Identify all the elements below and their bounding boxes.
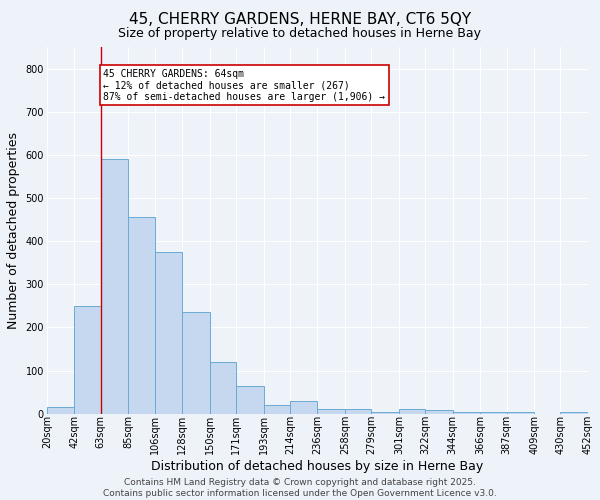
Bar — [425, 410, 453, 414]
Bar — [182, 312, 209, 414]
Text: 45, CHERRY GARDENS, HERNE BAY, CT6 5QY: 45, CHERRY GARDENS, HERNE BAY, CT6 5QY — [129, 12, 471, 28]
Bar — [155, 252, 182, 414]
Bar — [290, 401, 317, 413]
Bar — [74, 306, 101, 414]
Bar — [453, 412, 481, 414]
Bar — [236, 386, 263, 413]
Bar — [371, 412, 399, 414]
Bar — [263, 405, 290, 413]
Text: Size of property relative to detached houses in Herne Bay: Size of property relative to detached ho… — [119, 28, 482, 40]
Text: 45 CHERRY GARDENS: 64sqm
← 12% of detached houses are smaller (267)
87% of semi-: 45 CHERRY GARDENS: 64sqm ← 12% of detach… — [103, 68, 385, 102]
X-axis label: Distribution of detached houses by size in Herne Bay: Distribution of detached houses by size … — [151, 460, 484, 473]
Bar — [399, 410, 425, 414]
Bar — [47, 408, 74, 414]
Bar — [345, 410, 371, 414]
Bar — [317, 410, 345, 414]
Text: Contains HM Land Registry data © Crown copyright and database right 2025.
Contai: Contains HM Land Registry data © Crown c… — [103, 478, 497, 498]
Bar — [560, 412, 588, 414]
Y-axis label: Number of detached properties: Number of detached properties — [7, 132, 20, 329]
Bar — [209, 362, 236, 414]
Bar — [101, 159, 128, 413]
Bar — [481, 412, 506, 414]
Bar — [128, 218, 155, 414]
Bar — [506, 412, 534, 414]
